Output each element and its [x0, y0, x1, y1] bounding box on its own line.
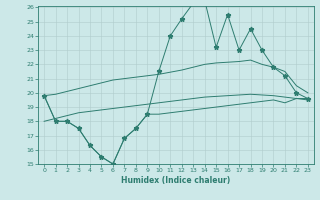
X-axis label: Humidex (Indice chaleur): Humidex (Indice chaleur)	[121, 176, 231, 185]
